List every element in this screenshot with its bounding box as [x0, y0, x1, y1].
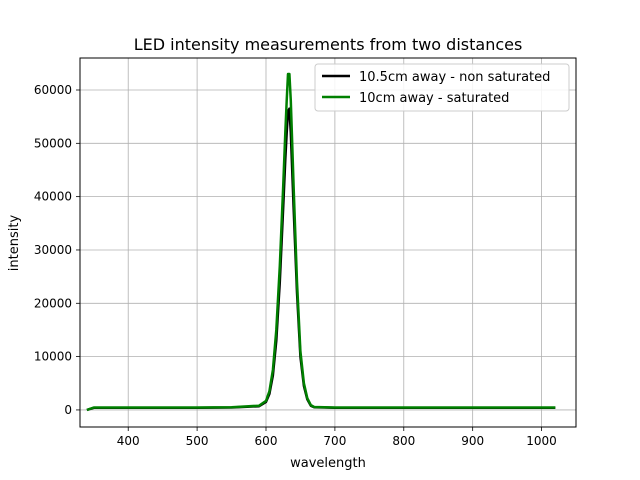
y-tick-label: 50000	[34, 136, 72, 150]
series-line-1	[86, 72, 556, 412]
x-tick-label: 400	[117, 434, 140, 448]
x-tick-label: 700	[323, 434, 346, 448]
x-tick-label: 900	[461, 434, 484, 448]
plot-area	[86, 72, 556, 412]
legend: 10.5cm away - non saturated 10cm away - …	[314, 63, 570, 112]
y-axis-label: intensity	[7, 215, 22, 272]
x-axis-label: wavelength	[290, 456, 366, 471]
legend-label-non-saturated: 10.5cm away - non saturated	[359, 70, 550, 85]
chart-title: LED intensity measurements from two dist…	[134, 35, 523, 54]
axes-frame	[79, 57, 577, 428]
y-tick-label: 30000	[34, 243, 72, 257]
legend-box	[314, 63, 570, 112]
y-axis: 0 10000 20000 30000 40000 50000 60000	[34, 83, 80, 417]
legend-label-saturated: 10cm away - saturated	[359, 91, 509, 106]
y-tick-label: 20000	[34, 296, 72, 310]
x-tick-label: 500	[186, 434, 209, 448]
y-tick-label: 40000	[34, 190, 72, 204]
x-tick-label: 1000	[526, 434, 557, 448]
x-axis: 400 500 600 700 800 900 1000	[117, 427, 557, 448]
x-tick-label: 800	[392, 434, 415, 448]
y-tick-label: 0	[64, 403, 72, 417]
y-tick-label: 60000	[34, 83, 72, 97]
y-tick-label: 10000	[34, 350, 72, 364]
x-tick-label: 600	[255, 434, 278, 448]
